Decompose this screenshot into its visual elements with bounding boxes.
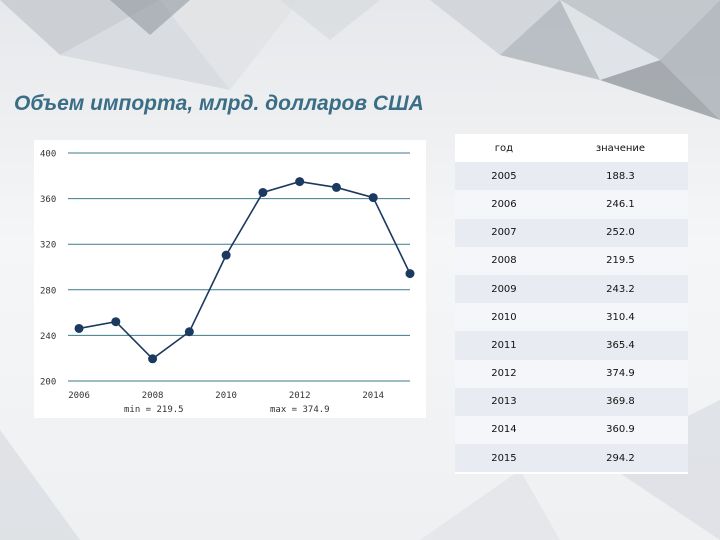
y-tick-label: 240 (40, 332, 56, 342)
table-row: 2011 365.4 (455, 331, 688, 360)
table-cell-value: 310.4 (606, 311, 635, 323)
table-cell-value: 252.0 (606, 227, 635, 239)
table-cell-year: 2005 (491, 170, 517, 182)
table-cell-year: 2007 (491, 227, 517, 239)
table-header-value: значение (595, 142, 646, 154)
page-title: Объем импорта, млрд. долларов США (14, 92, 424, 115)
table-header-row: год значение (455, 134, 688, 163)
table-cell-value: 369.8 (606, 396, 635, 408)
data-point (111, 317, 121, 327)
table-row: 2005 188.3 (455, 162, 688, 191)
table-cell-value: 188.3 (606, 170, 635, 182)
table-row: 2015 294.2 (455, 444, 688, 473)
y-tick-label: 360 (40, 195, 56, 205)
x-tick-label: 2012 (289, 391, 311, 401)
line-chart: 200 240 280 320 360 400 2006 2008 2010 2012 2014 mi… (40, 150, 415, 415)
x-tick-label: 2008 (142, 391, 164, 401)
y-tick-label: 400 (40, 150, 56, 160)
data-point (295, 177, 305, 187)
table-cell-year: 2012 (491, 368, 517, 380)
max-annotation: max = 374.9 (270, 405, 330, 415)
table-cell-value: 243.2 (606, 283, 635, 295)
series-line (78, 180, 411, 360)
data-point (221, 250, 231, 260)
data-point (368, 193, 378, 203)
y-tick-label: 320 (40, 241, 56, 251)
chart-panel: 200 240 280 320 360 400 2006 2008 2010 2012 2014 mi… (34, 140, 426, 418)
y-tick-label: 200 (40, 378, 56, 388)
table-cell-year: 2015 (491, 452, 517, 464)
table-cell-year: 2006 (491, 198, 517, 210)
table-row: 2013 369.8 (455, 387, 688, 416)
table-cell-value: 365.4 (606, 339, 635, 351)
min-annotation: min = 219.5 (124, 405, 184, 415)
table-cell-year: 2011 (491, 339, 517, 351)
table-cell-year: 2009 (491, 283, 517, 295)
table-row: 2008 219.5 (455, 246, 688, 275)
table-header-year: год (494, 142, 514, 154)
data-point (74, 323, 84, 333)
x-tick-label: 2010 (215, 391, 237, 401)
data-point (184, 327, 194, 337)
table-cell-value: 294.2 (606, 452, 635, 464)
table-row: 2006 246.1 (455, 190, 688, 219)
y-tick-label: 280 (40, 286, 56, 296)
x-tick-label: 2014 (362, 391, 384, 401)
table-row: 2007 252.0 (455, 218, 688, 247)
table-cell-value: 374.9 (606, 368, 635, 380)
table-row: 2010 310.4 (455, 303, 688, 332)
table-cell-value: 360.9 (606, 424, 635, 436)
data-point (148, 354, 158, 364)
data-point (258, 187, 268, 197)
table-row: 2009 243.2 (455, 274, 688, 304)
table-cell-value: 219.5 (606, 255, 635, 267)
table-cell-year: 2010 (491, 311, 517, 323)
data-point (405, 269, 415, 279)
x-tick-label: 2006 (68, 391, 90, 401)
table-cell-year: 2013 (491, 396, 517, 408)
table-row: 2014 360.9 (455, 415, 688, 445)
table-cell-year: 2008 (491, 255, 517, 267)
table-cell-value: 246.1 (606, 198, 635, 210)
table-cell-year: 2014 (491, 424, 517, 436)
data-point (331, 182, 341, 192)
table-row: 2012 374.9 (455, 359, 688, 388)
data-table-panel: год значение 2005 188.3 2006 246.1 2007 252… (455, 134, 688, 474)
data-table: год значение 2005 188.3 2006 246.1 2007 252… (455, 134, 688, 473)
